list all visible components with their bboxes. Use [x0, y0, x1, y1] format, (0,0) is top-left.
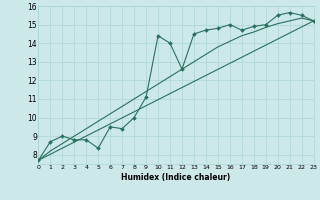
X-axis label: Humidex (Indice chaleur): Humidex (Indice chaleur) [121, 173, 231, 182]
